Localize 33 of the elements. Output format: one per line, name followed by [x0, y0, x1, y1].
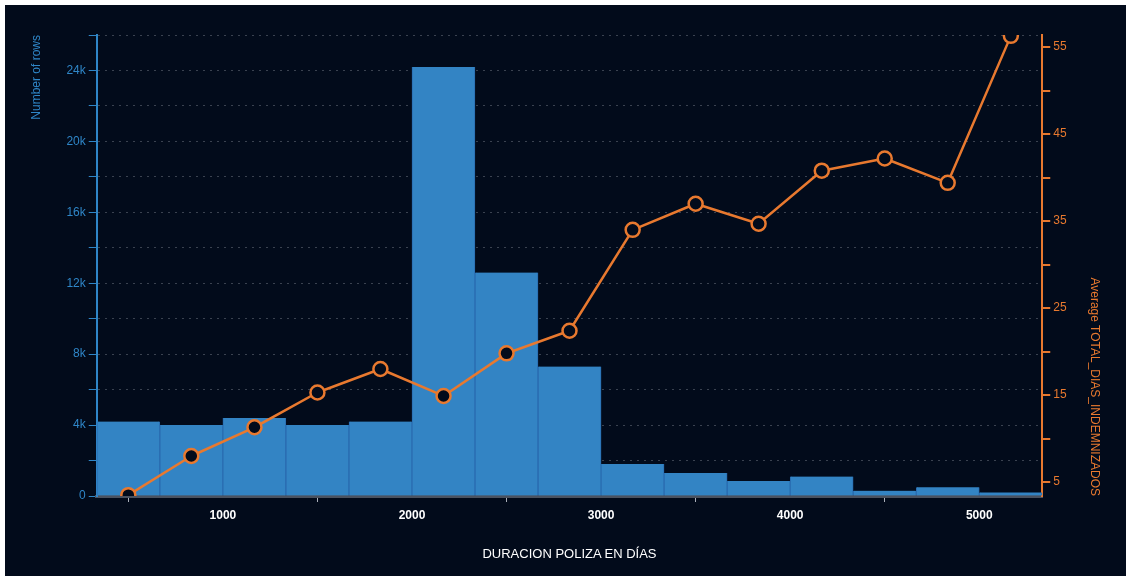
- y-tick-label: 4k: [73, 417, 87, 432]
- y-tick-label: 24k: [66, 62, 87, 77]
- y2-tick-label: 55: [1053, 39, 1067, 54]
- y-tick-label: 16k: [66, 204, 87, 219]
- y2-tick-label: 25: [1053, 300, 1067, 315]
- point: [561, 322, 578, 339]
- y2-axis-title: Average TOTAL_DIAS_INDEMNIZADOS: [1088, 277, 1103, 496]
- y-axis-title: Number of rows: [28, 35, 43, 120]
- point: [372, 360, 389, 378]
- y-tick-label: 20k: [66, 133, 87, 148]
- y-tick-label: 12k: [66, 275, 87, 290]
- y-tick-label: 8k: [73, 346, 87, 361]
- point: [498, 345, 515, 362]
- x-tick-label: 2000: [398, 507, 426, 522]
- y2-tick-label: 35: [1053, 213, 1067, 228]
- y2-tick-label: 5: [1053, 474, 1061, 489]
- y-tick-label: 0: [79, 488, 87, 503]
- point: [435, 387, 452, 405]
- point: [939, 174, 956, 192]
- point: [750, 215, 767, 232]
- point: [687, 195, 704, 212]
- point: [876, 150, 893, 167]
- point: [309, 384, 326, 401]
- point: [624, 221, 641, 239]
- x-axis-title: DURACION POLIZA EN DÍAS: [482, 545, 657, 561]
- y2-tick-label: 45: [1053, 126, 1067, 141]
- x-tick-label: 3000: [587, 507, 615, 522]
- x-tick-label: 4000: [776, 507, 804, 522]
- point: [246, 419, 263, 436]
- x-tick-label: 1000: [209, 507, 237, 522]
- point: [813, 162, 831, 179]
- y2-tick-label: 15: [1053, 387, 1067, 402]
- x-tick-label: 5000: [965, 507, 993, 522]
